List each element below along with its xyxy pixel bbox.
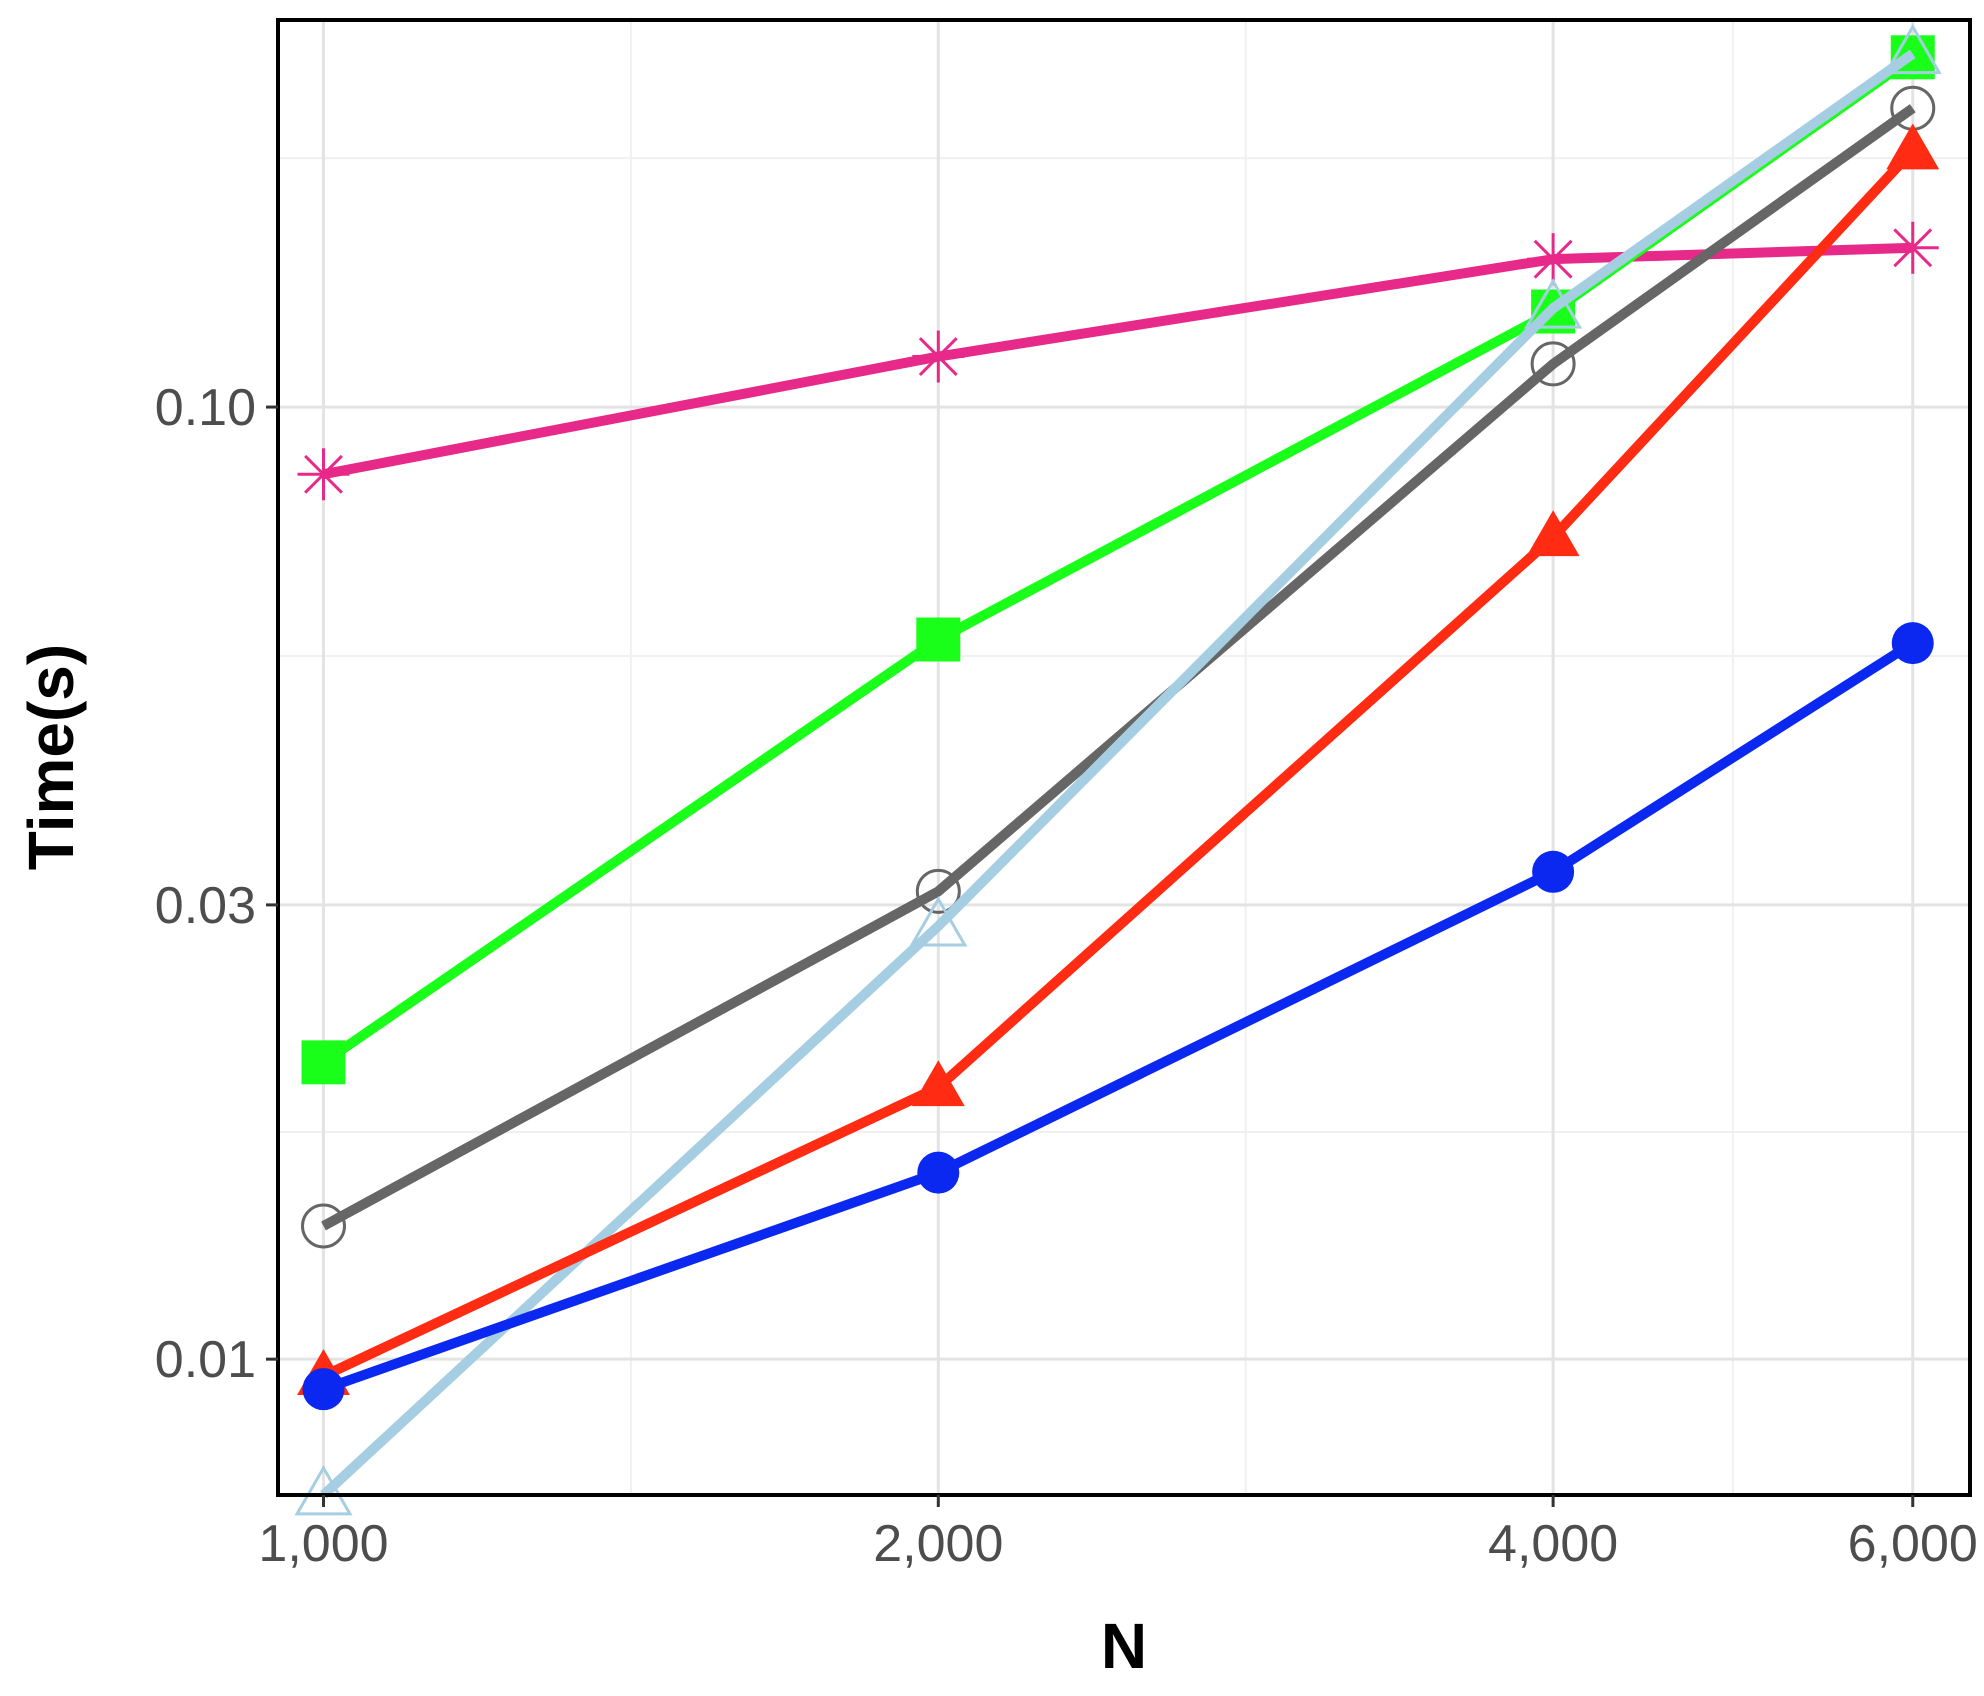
y-tick-label: 0.10 [155,379,256,437]
data-point [1886,221,1939,274]
x-tick-label: 2,000 [873,1515,1003,1573]
data-point [302,1368,345,1411]
data-point [1883,23,1942,75]
data-point [1527,233,1580,286]
x-axis: 1,000 2,000 4,000 6,000 [258,1495,1978,1573]
data-point [909,896,968,947]
x-tick-label: 4,000 [1488,1515,1618,1573]
data-point [1530,341,1576,387]
plot-border [276,18,1972,1497]
data-point [294,1464,353,1516]
asterisk-stroke [1893,228,1933,268]
data-point [1891,622,1934,665]
y-axis-title: Time(s) [15,644,87,870]
series [302,622,1934,1411]
data-point [300,1203,346,1249]
series [297,221,1939,501]
data-point [301,1040,346,1085]
data-point [915,868,961,914]
series-line [321,147,1917,1381]
data-point [1886,123,1940,170]
data-point [916,617,961,662]
series-line [320,49,1916,1499]
series-layer [294,23,1942,1516]
asterisk-stroke [304,454,343,494]
data-point [911,1060,965,1107]
data-point [917,1151,960,1194]
series [294,23,1942,1516]
series-line [322,242,1913,480]
y-tick-label: 0.03 [155,877,256,935]
data-point [912,330,965,383]
data-point [1524,278,1583,329]
y-axis: 0.01 0.03 0.10 [155,379,278,1389]
series [297,123,1940,1395]
y-tick-label: 0.01 [155,1331,256,1389]
data-point [297,448,350,501]
asterisk-stroke [918,337,958,376]
x-tick-label: 6,000 [1848,1515,1978,1573]
data-point [1532,850,1575,893]
series-line [321,638,1916,1394]
series-line [321,104,1916,1231]
x-axis-title: N [1101,1610,1147,1682]
asterisk-stroke [1533,239,1573,279]
x-tick-label: 1,000 [258,1515,388,1573]
data-point [1526,510,1580,557]
